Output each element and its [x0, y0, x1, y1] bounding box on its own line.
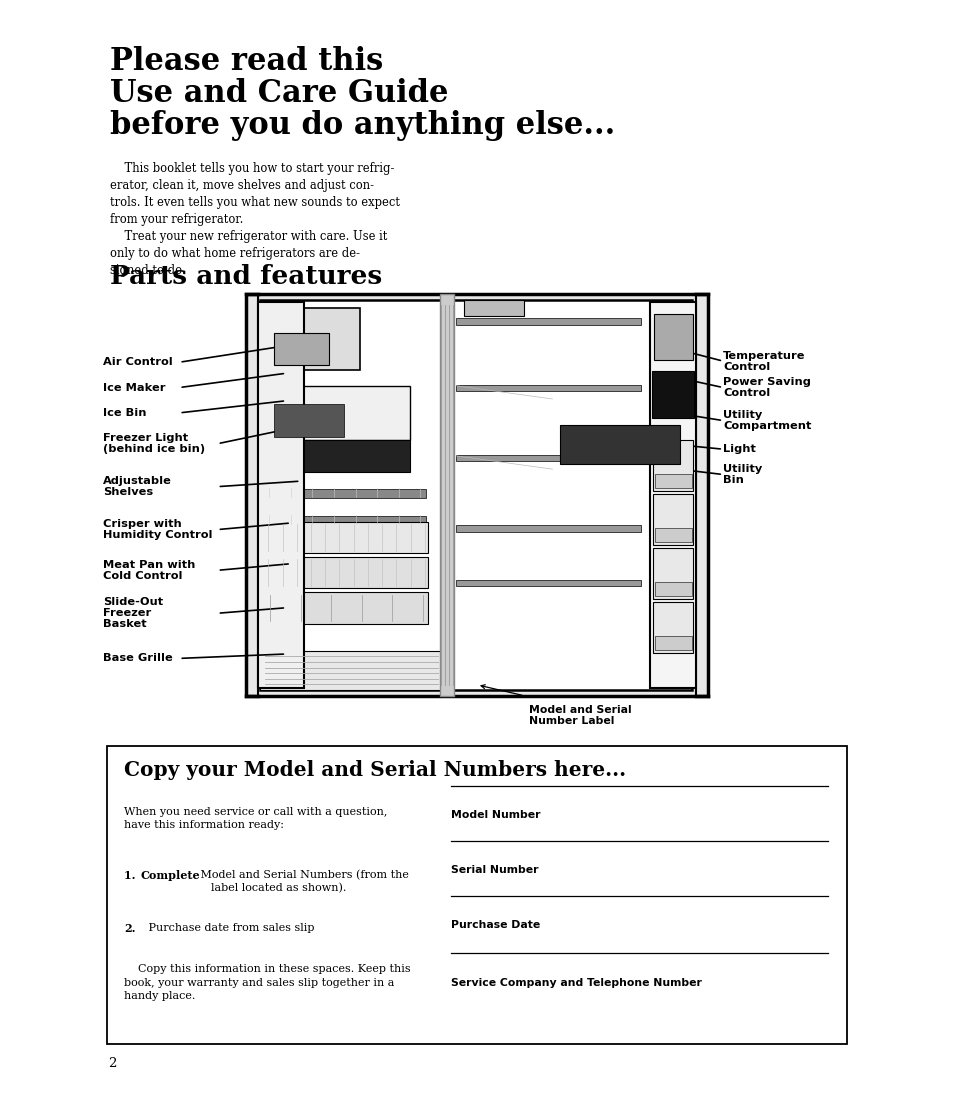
Text: Base Grille: Base Grille	[103, 653, 172, 664]
Bar	[652, 494, 693, 545]
Text: Serial Number: Serial Number	[451, 865, 538, 875]
Text: Parts and features: Parts and features	[110, 264, 381, 290]
Text: Slide-Out
Freezer
Basket: Slide-Out Freezer Basket	[103, 597, 163, 630]
Bar	[260, 651, 442, 690]
Bar	[652, 371, 693, 417]
Text: Power Saving
Control: Power Saving Control	[722, 377, 810, 399]
Text: Service Company and Telephone Number: Service Company and Telephone Number	[451, 978, 701, 988]
Bar	[451, 299, 691, 690]
Text: Model and Serial Numbers (from the
    label located as shown).: Model and Serial Numbers (from the label…	[197, 870, 409, 894]
Bar	[652, 602, 693, 653]
Bar	[439, 294, 454, 696]
Bar	[654, 582, 691, 596]
Text: Utility
Bin: Utility Bin	[722, 464, 761, 486]
Text: Purchase Date: Purchase Date	[451, 920, 539, 930]
Bar	[107, 746, 846, 1044]
Text: This booklet tells you how to start your refrig-
erator, clean it, move shelves : This booklet tells you how to start your…	[110, 162, 399, 276]
Text: Model Number: Model Number	[451, 810, 540, 820]
Text: Please read this: Please read this	[110, 46, 382, 77]
Bar	[650, 302, 696, 688]
Bar	[654, 528, 691, 542]
Text: Adjustable
Shelves: Adjustable Shelves	[103, 476, 172, 498]
Bar	[456, 455, 640, 461]
Text: Light: Light	[722, 444, 755, 455]
Bar	[652, 548, 693, 599]
Bar	[559, 425, 679, 464]
Text: Crisper with
Humidity Control: Crisper with Humidity Control	[103, 519, 213, 541]
Text: Purchase date from sales slip: Purchase date from sales slip	[145, 923, 314, 933]
Text: Air Control: Air Control	[103, 357, 172, 368]
Bar	[269, 440, 409, 471]
Bar	[654, 475, 691, 488]
Bar	[265, 522, 427, 554]
Bar	[654, 636, 691, 650]
Bar	[456, 318, 640, 325]
Bar	[274, 334, 328, 364]
Bar	[653, 314, 692, 360]
Bar	[269, 308, 360, 370]
Bar	[274, 404, 344, 437]
Text: Ice Maker: Ice Maker	[103, 382, 166, 393]
Bar	[463, 299, 523, 316]
Text: Copy this information in these spaces. Keep this
book, your warranty and sales s: Copy this information in these spaces. K…	[124, 964, 410, 1001]
Text: Meat Pan with
Cold Control: Meat Pan with Cold Control	[103, 559, 195, 581]
Bar	[456, 525, 640, 532]
Bar	[265, 557, 427, 588]
Text: 2: 2	[108, 1057, 116, 1070]
Text: Complete: Complete	[140, 870, 200, 881]
Text: before you do anything else...: before you do anything else...	[110, 110, 615, 141]
Text: Ice Bin: Ice Bin	[103, 407, 147, 418]
Text: Model and Serial
Number Label: Model and Serial Number Label	[529, 705, 632, 727]
Bar	[456, 579, 640, 586]
Text: Freezer Light
(behind ice bin): Freezer Light (behind ice bin)	[103, 433, 205, 455]
Text: 1.: 1.	[124, 870, 139, 881]
Bar	[265, 516, 425, 525]
Text: Temperature
Control: Temperature Control	[722, 350, 804, 372]
Bar	[269, 385, 409, 440]
Bar	[246, 294, 707, 696]
Bar	[260, 299, 442, 690]
Bar	[652, 440, 693, 491]
Bar	[265, 592, 427, 623]
Bar	[257, 302, 303, 688]
Text: Utility
Compartment: Utility Compartment	[722, 410, 811, 432]
Text: Use and Care Guide: Use and Care Guide	[110, 78, 448, 109]
Bar	[456, 384, 640, 391]
Text: When you need service or call with a question,
have this information ready:: When you need service or call with a que…	[124, 807, 387, 830]
Bar	[265, 489, 425, 498]
Text: Copy your Model and Serial Numbers here...: Copy your Model and Serial Numbers here.…	[124, 760, 625, 780]
Text: 2.: 2.	[124, 923, 135, 934]
